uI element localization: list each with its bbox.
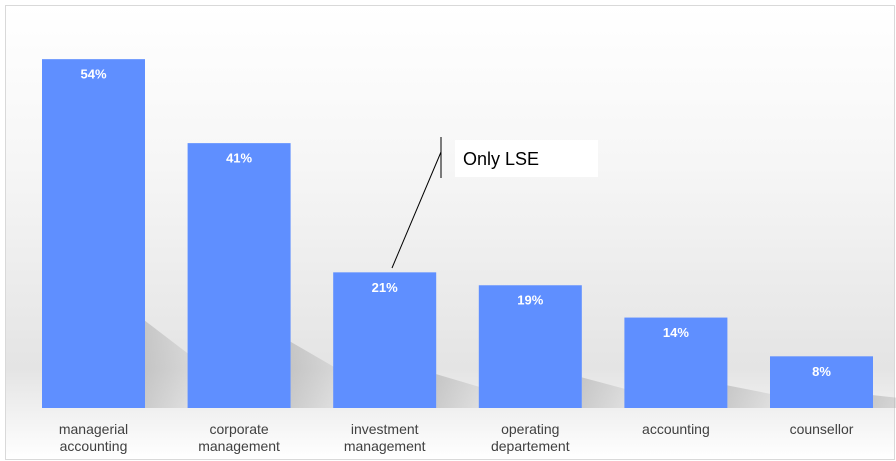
x-tick-label: corporate management (198, 421, 280, 454)
value-label: 21% (372, 280, 398, 295)
value-label: 8% (812, 364, 831, 379)
bar (770, 356, 873, 408)
bar (333, 272, 437, 408)
x-tick-label: counsellor (789, 421, 854, 437)
value-label: 54% (80, 67, 106, 82)
value-label: 14% (663, 325, 689, 340)
annotation-leader (391, 151, 442, 269)
x-tick-label: managerial accounting (58, 421, 129, 454)
x-tick-label: accounting (642, 421, 710, 437)
annotation-text: Only LSE (463, 149, 539, 169)
annotation-box (455, 140, 598, 177)
value-label: 41% (226, 151, 252, 166)
bar (624, 317, 728, 408)
bar (187, 143, 291, 408)
value-label: 19% (517, 293, 543, 308)
x-tick-label: investment management (343, 421, 426, 454)
bar-shadow (873, 395, 896, 408)
x-tick-label: operating departement (490, 421, 570, 454)
bar (42, 59, 145, 408)
bar (478, 285, 582, 408)
